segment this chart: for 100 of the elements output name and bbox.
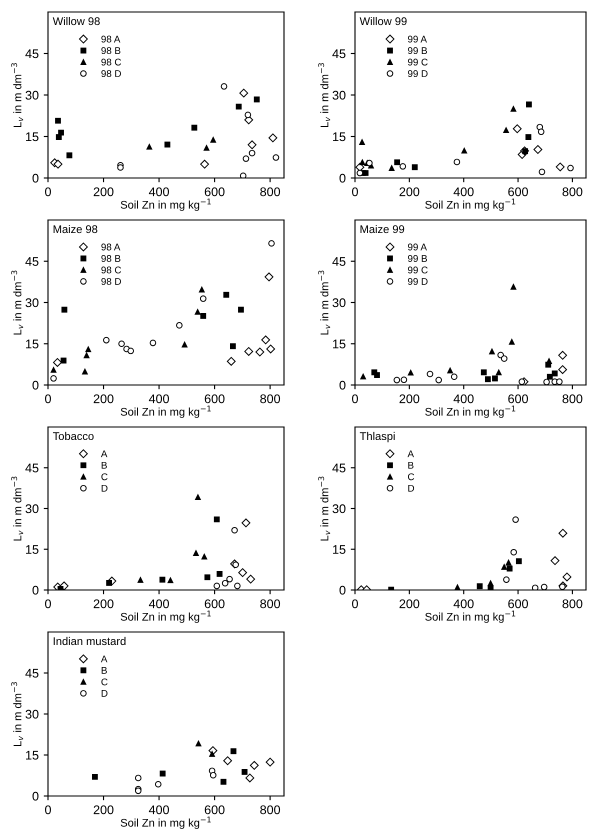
y-tick-label: 15 bbox=[333, 545, 346, 554]
legend-label: C bbox=[101, 678, 108, 686]
x-axis-title: Soil Zn in mg kg$^{−1}$ bbox=[120, 610, 211, 623]
x-tick-label: 600 bbox=[204, 805, 225, 814]
x-tick-label: 0 bbox=[352, 394, 358, 404]
y-axis-title: L$_{v}$ in m dm$^{−3}$ bbox=[318, 270, 330, 334]
x-tick-label: 400 bbox=[454, 187, 474, 196]
y-tick-label: 30 bbox=[332, 298, 346, 308]
legend-label: A bbox=[100, 450, 108, 458]
y-tick-label: 30 bbox=[26, 90, 38, 100]
legend-label: 98 A bbox=[101, 36, 120, 43]
chart-title: Willow 99 bbox=[360, 16, 407, 26]
legend-label: A bbox=[100, 656, 108, 662]
y-tick-label: 0 bbox=[340, 586, 346, 595]
legend-label: C bbox=[101, 473, 108, 480]
x-tick-label: 600 bbox=[508, 599, 528, 608]
y-tick-label: 0 bbox=[32, 792, 38, 801]
x-axis-title: Soil Zn in mg kg$^{−1}$ bbox=[120, 816, 211, 829]
y-tick-label: 15 bbox=[333, 340, 346, 348]
legend-label: 99 B bbox=[408, 255, 427, 262]
chart-title: Willow 98 bbox=[52, 16, 100, 26]
x-tick-label: 0 bbox=[352, 599, 358, 608]
legend-label: 99 C bbox=[408, 266, 428, 274]
y-tick-label: 30 bbox=[26, 504, 38, 514]
x-axis-title: Soil Zn in mg kg$^{−1}$ bbox=[120, 406, 211, 418]
y-tick-label: 45 bbox=[332, 49, 346, 58]
y-tick-label: 15 bbox=[26, 132, 38, 142]
legend-label: 98 C bbox=[101, 58, 122, 66]
legend-label: B bbox=[102, 462, 107, 469]
y-tick-label: 0 bbox=[32, 174, 38, 183]
y-tick-label: 0 bbox=[32, 380, 38, 390]
x-tick-label: 200 bbox=[400, 599, 420, 608]
x-tick-label: 0 bbox=[45, 394, 51, 404]
chart-title: Maize 99 bbox=[360, 224, 404, 234]
x-tick-label: 400 bbox=[148, 805, 169, 814]
x-tick-label: 600 bbox=[204, 394, 225, 404]
x-tick-label: 200 bbox=[94, 394, 114, 404]
x-axis-title: Soil Zn in mg kg$^{−1}$ bbox=[425, 610, 516, 623]
x-tick-label: 0 bbox=[45, 599, 51, 608]
x-axis-title: Soil Zn in mg kg$^{−1}$ bbox=[425, 406, 516, 418]
x-tick-label: 0 bbox=[45, 805, 51, 814]
x-tick-label: 200 bbox=[94, 805, 114, 814]
y-axis-title: L$_{v}$ in m dm$^{−3}$ bbox=[318, 476, 330, 540]
chart-title: Thlaspi bbox=[360, 432, 395, 442]
y-tick-label: 30 bbox=[26, 298, 38, 308]
y-axis-title: L$_{v}$ in m dm$^{−3}$ bbox=[11, 476, 24, 540]
legend-label: C bbox=[408, 473, 414, 480]
y-tick-label: 30 bbox=[332, 504, 346, 514]
x-tick-label: 600 bbox=[204, 187, 225, 196]
x-tick-label: 0 bbox=[352, 187, 358, 196]
legend-label: 98 D bbox=[101, 70, 121, 78]
x-tick-label: 600 bbox=[204, 599, 225, 608]
legend-label: 99 B bbox=[408, 47, 427, 54]
y-tick-label: 0 bbox=[32, 586, 38, 595]
y-axis-title: L$_{v}$ in m dm$^{−3}$ bbox=[11, 682, 24, 746]
x-tick-label: 800 bbox=[260, 599, 280, 608]
legend-label: 99 D bbox=[408, 70, 428, 78]
y-tick-label: 45 bbox=[25, 464, 38, 472]
legend-label: D bbox=[408, 484, 414, 492]
y-axis-title: L$_{v}$ in m dm$^{−3}$ bbox=[11, 270, 24, 334]
x-tick-label: 400 bbox=[148, 599, 169, 608]
legend-label: D bbox=[102, 484, 108, 492]
y-tick-label: 45 bbox=[332, 464, 346, 472]
y-tick-label: 15 bbox=[26, 750, 38, 760]
x-tick-label: 200 bbox=[94, 187, 114, 196]
legend-label: 98 C bbox=[101, 266, 122, 274]
y-tick-label: 45 bbox=[25, 257, 38, 266]
x-tick-label: 200 bbox=[400, 187, 420, 196]
x-tick-label: 800 bbox=[562, 394, 582, 404]
legend-label: 99 C bbox=[408, 58, 428, 66]
legend-label: 99 A bbox=[408, 36, 427, 43]
x-tick-label: 800 bbox=[260, 394, 280, 404]
chart-title: Indian mustard bbox=[54, 636, 126, 646]
legend-label: 98 B bbox=[101, 255, 120, 262]
legend-label: 99 D bbox=[408, 278, 428, 285]
legend-label: 98 A bbox=[101, 244, 120, 250]
legend-label: B bbox=[102, 667, 107, 674]
y-axis-title: L$_{v}$ in m dm$^{−3}$ bbox=[11, 63, 24, 127]
x-tick-label: 600 bbox=[508, 394, 528, 404]
legend-label: D bbox=[102, 690, 108, 697]
x-axis-title: Soil Zn in mg kg$^{−1}$ bbox=[425, 198, 516, 211]
chart-title: Maize 98 bbox=[54, 224, 98, 234]
x-tick-label: 400 bbox=[454, 599, 474, 608]
x-tick-label: 800 bbox=[260, 805, 280, 814]
y-tick-label: 45 bbox=[25, 668, 38, 678]
y-tick-label: 30 bbox=[26, 710, 38, 719]
legend-label: 99 A bbox=[408, 244, 427, 250]
y-tick-label: 30 bbox=[332, 90, 346, 100]
x-tick-label: 800 bbox=[260, 187, 280, 196]
y-tick-label: 45 bbox=[332, 257, 346, 266]
y-axis-title: L$_{v}$ in m dm$^{−3}$ bbox=[318, 63, 330, 127]
x-axis-title: Soil Zn in mg kg$^{−1}$ bbox=[120, 198, 211, 211]
chart-title: Tobacco bbox=[52, 432, 94, 440]
y-tick-label: 15 bbox=[333, 132, 346, 142]
x-tick-label: 200 bbox=[94, 599, 114, 608]
legend-label: 98 D bbox=[101, 278, 121, 285]
legend-label: 98 B bbox=[101, 47, 120, 54]
y-tick-label: 15 bbox=[26, 340, 38, 348]
x-tick-label: 0 bbox=[45, 187, 51, 196]
legend-label: A bbox=[408, 450, 414, 458]
